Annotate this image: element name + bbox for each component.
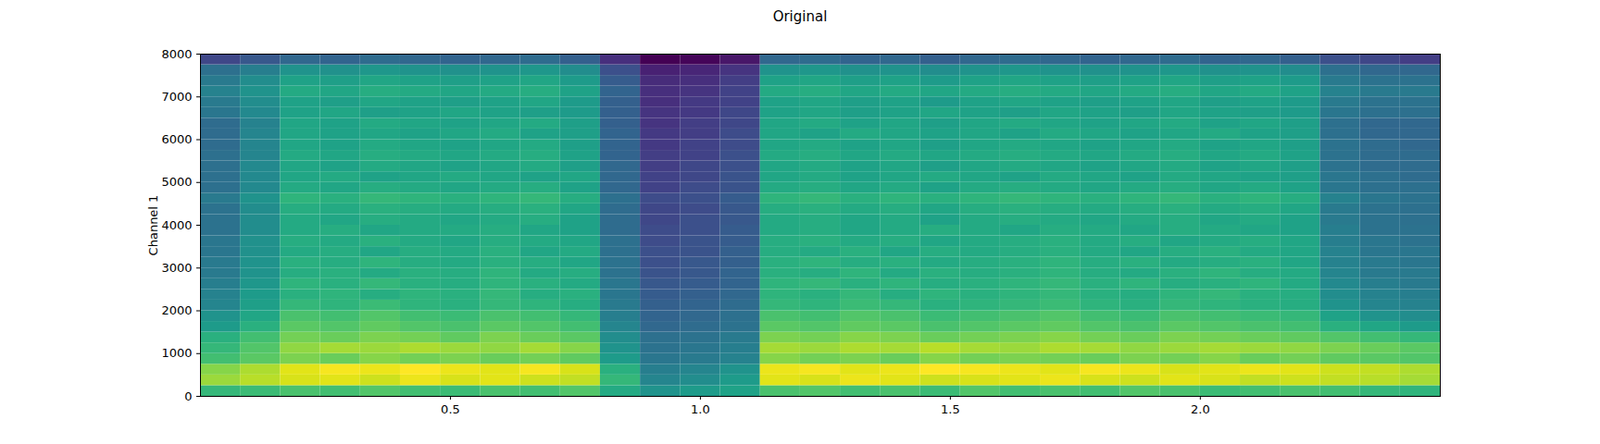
svg-text:4000: 4000	[161, 218, 192, 233]
svg-text:1.0: 1.0	[690, 402, 711, 417]
svg-text:2.0: 2.0	[1190, 402, 1211, 417]
svg-text:8000: 8000	[161, 47, 192, 62]
svg-text:6000: 6000	[161, 132, 192, 147]
html-text:Original: Original	[772, 8, 828, 25]
svg-text:1.5: 1.5	[940, 402, 961, 417]
svg-text:7000: 7000	[161, 89, 192, 104]
svg-text:2000: 2000	[161, 303, 192, 318]
svg-text:0.5: 0.5	[440, 402, 461, 417]
svg-text:5000: 5000	[161, 175, 192, 189]
svg-text:1000: 1000	[161, 346, 192, 361]
svg-text:Channel 1: Channel 1	[146, 195, 161, 257]
svg-text:3000: 3000	[161, 261, 192, 275]
svg-text:0: 0	[184, 389, 192, 404]
